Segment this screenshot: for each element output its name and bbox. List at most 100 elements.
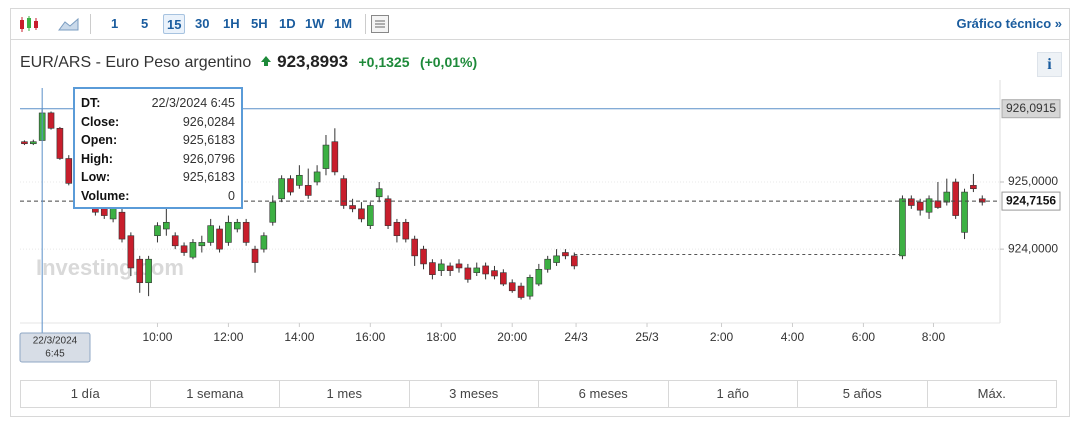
- candle-body: [943, 191, 951, 203]
- interval-button[interactable]: 15: [163, 14, 186, 34]
- candle-body: [544, 258, 551, 270]
- candle-body: [961, 191, 968, 233]
- menu-icon[interactable]: [370, 14, 390, 34]
- candle-body: [269, 201, 277, 223]
- tooltip: DT: 22/3/2024 6:45 Close: 926,0284 Open: 925,…: [73, 87, 243, 209]
- range-button[interactable]: 3 meses: [408, 381, 539, 407]
- widget-frame: [10, 8, 1070, 417]
- candle-body: [216, 228, 223, 250]
- candle-body: [367, 205, 374, 226]
- candle-body: [925, 198, 933, 213]
- candle-body: [180, 245, 188, 253]
- x-tick-label: 24/3: [564, 330, 588, 344]
- candle-body: [322, 144, 330, 169]
- candle-body: [260, 235, 268, 250]
- candle-body: [420, 248, 427, 265]
- tooltip-row: Close: 926,0284: [81, 113, 235, 132]
- candle-body: [446, 265, 454, 271]
- instrument-title: EUR/ARS - Euro Peso argentino: [20, 54, 252, 71]
- candle-body: [189, 242, 197, 258]
- candle-body: [163, 221, 170, 230]
- candle-body: [916, 201, 924, 211]
- last-price: 923,8993: [277, 52, 349, 71]
- candle-body: [553, 255, 560, 263]
- interval-button[interactable]: 1W: [305, 16, 325, 31]
- y-tick-label: 924,0000: [1008, 241, 1058, 255]
- x-tick-label: 6:00: [852, 330, 876, 344]
- candle-body: [56, 127, 64, 159]
- candle-body: [464, 267, 472, 280]
- candle-body: [500, 272, 507, 285]
- candle-body: [313, 171, 321, 183]
- separator: [90, 14, 91, 34]
- tooltip-row: Volume: 0: [81, 187, 235, 206]
- tooltip-value: 0: [228, 188, 235, 203]
- interval-button[interactable]: 1: [111, 16, 119, 31]
- x-tick-label: 8:00: [922, 330, 946, 344]
- tooltip-label: Volume:: [81, 188, 130, 203]
- interval-button[interactable]: 5: [141, 16, 149, 31]
- candle-body: [358, 208, 365, 220]
- interval-button[interactable]: 30: [195, 16, 210, 31]
- candle-body: [287, 178, 294, 193]
- candle-body: [491, 270, 498, 277]
- tooltip-label: DT:: [81, 96, 101, 110]
- candle-body: [30, 141, 37, 145]
- range-button[interactable]: 1 mes: [279, 381, 409, 407]
- candle-body: [562, 252, 569, 257]
- range-button[interactable]: 5 años: [797, 381, 927, 407]
- candle-body: [570, 255, 578, 267]
- tooltip-label: Close:: [81, 114, 120, 129]
- crosshair-time: 6:45: [45, 349, 65, 360]
- chart: Investing.com 925,0000 924,0000 10:00 12:00 1…: [19, 80, 1061, 363]
- area-icon[interactable]: [58, 16, 80, 32]
- candle-body: [908, 198, 915, 206]
- crosshair-date: 22/3/2024: [33, 336, 78, 347]
- candle-body: [21, 141, 28, 145]
- tooltip-row: DT: 22/3/2024 6:45: [81, 94, 235, 113]
- tooltip-row: High: 926,0796: [81, 150, 235, 169]
- candle-body: [278, 178, 285, 200]
- tooltip-value: 926,0796: [182, 151, 235, 166]
- tooltip-value: 925,6183: [182, 133, 235, 147]
- interval-button[interactable]: 1D: [279, 16, 296, 31]
- tooltip-label: Open:: [81, 133, 118, 147]
- candle-body: [154, 225, 161, 237]
- interval-button[interactable]: 1H: [223, 16, 240, 31]
- interval-button[interactable]: 5H: [251, 16, 268, 31]
- interval-button[interactable]: 1M: [334, 16, 353, 31]
- technical-chart-link[interactable]: Gráfico técnico »: [956, 16, 1062, 31]
- candle-body: [934, 200, 942, 208]
- tooltip-value: 926,0284: [182, 114, 235, 129]
- candle-body: [473, 267, 481, 273]
- crosshair-y-label: 926,0915: [1006, 101, 1056, 115]
- candle-body: [331, 141, 339, 173]
- range-button[interactable]: 1 semana: [149, 381, 280, 407]
- x-tick-label: 2:00: [710, 330, 734, 344]
- last-price-box: [1001, 191, 1061, 211]
- candle-body: [47, 112, 55, 129]
- candle-body: [136, 258, 144, 284]
- candle-body: [517, 285, 525, 298]
- candle-body: [402, 221, 410, 240]
- tooltip-row: Low: 925,6183: [81, 168, 235, 187]
- toolbar: 1 5 15 30 1H 5H 1D 1W 1M Gráfico técnico »: [10, 8, 1070, 40]
- candle-body: [127, 235, 135, 269]
- crosshair-x-box: [19, 332, 91, 363]
- candle-body: [251, 248, 259, 263]
- candle-body: [429, 262, 436, 275]
- candle-icon[interactable]: [18, 15, 40, 33]
- range-button[interactable]: 1 año: [667, 381, 798, 407]
- candle-body: [375, 188, 383, 198]
- range-button[interactable]: 6 meses: [538, 381, 668, 407]
- info-button[interactable]: i: [1037, 52, 1062, 77]
- candle-body: [233, 221, 241, 230]
- range-button[interactable]: Máx.: [926, 381, 1057, 407]
- candle-body: [296, 174, 303, 186]
- candle-body: [304, 185, 312, 196]
- x-tick-label: 12:00: [213, 330, 243, 344]
- candle-body: [207, 225, 214, 243]
- range-button[interactable]: 1 día: [70, 386, 100, 401]
- candle-body: [970, 185, 977, 190]
